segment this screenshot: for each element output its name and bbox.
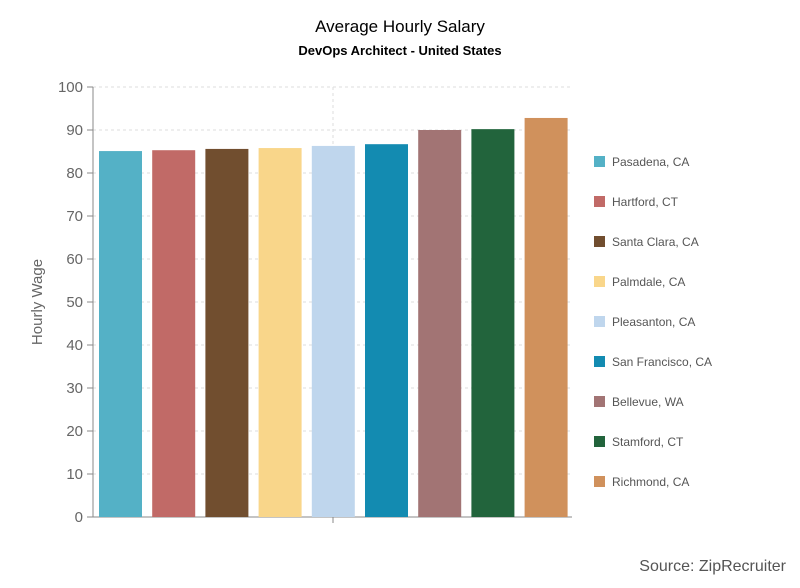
legend-label: San Francisco, CA <box>612 355 712 369</box>
y-tick-label: 70 <box>66 208 83 225</box>
legend-swatch <box>594 476 605 487</box>
legend-label: Pleasanton, CA <box>612 315 695 329</box>
y-tick-label: 10 <box>66 466 83 483</box>
legend-label: Santa Clara, CA <box>612 235 699 249</box>
bar-palmdale-ca <box>258 148 302 517</box>
bar-bellevue-wa <box>418 130 462 517</box>
legend-label: Bellevue, WA <box>612 395 684 409</box>
bar-santa-clara-ca <box>205 148 249 518</box>
legend-label: Stamford, CT <box>612 435 684 449</box>
bar-san-francisco-ca <box>365 144 408 517</box>
legend-swatch <box>594 236 605 247</box>
y-tick-label: 80 <box>66 165 83 182</box>
legend-swatch <box>594 276 605 287</box>
legend-swatch <box>594 436 605 447</box>
chart-subtitle: DevOps Architect - United States <box>298 43 502 58</box>
chart-title: Average Hourly Salary <box>315 17 485 36</box>
bar-pasadena-ca <box>99 151 142 517</box>
bar-hartford-ct <box>152 150 196 517</box>
legend-swatch <box>594 316 605 327</box>
source-label: Source: ZipRecruiter <box>639 558 786 575</box>
bar-pleasanton-ca <box>311 145 355 517</box>
legend-label: Hartford, CT <box>612 195 679 209</box>
y-tick-label: 100 <box>58 79 83 96</box>
legend-swatch <box>594 196 605 207</box>
legend-swatch <box>594 156 605 167</box>
legend-label: Pasadena, CA <box>612 155 689 169</box>
bar-richmond-ca <box>524 117 568 518</box>
bar-stamford-ct <box>471 129 515 517</box>
legend-swatch <box>594 356 605 367</box>
y-tick-label: 90 <box>66 122 83 139</box>
y-tick-label: 30 <box>66 380 83 397</box>
y-tick-label: 50 <box>66 294 83 311</box>
y-axis-label: Hourly Wage <box>29 259 46 345</box>
y-tick-label: 60 <box>66 251 83 268</box>
legend-label: Richmond, CA <box>612 475 689 489</box>
y-tick-label: 40 <box>66 337 83 354</box>
y-tick-label: 20 <box>66 423 83 440</box>
y-tick-label: 0 <box>75 509 83 526</box>
legend-label: Palmdale, CA <box>612 275 685 289</box>
legend-swatch <box>594 396 605 407</box>
